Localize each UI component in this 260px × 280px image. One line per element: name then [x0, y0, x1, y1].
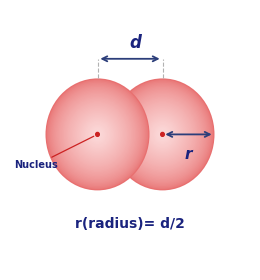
Circle shape — [126, 95, 199, 174]
Circle shape — [130, 99, 195, 169]
Circle shape — [150, 120, 176, 148]
Circle shape — [82, 118, 113, 151]
Circle shape — [96, 132, 99, 136]
Circle shape — [91, 127, 104, 141]
Circle shape — [88, 125, 107, 144]
Circle shape — [84, 120, 110, 148]
Circle shape — [152, 123, 173, 146]
Circle shape — [61, 95, 134, 174]
Circle shape — [140, 111, 185, 158]
Circle shape — [86, 122, 109, 147]
Circle shape — [81, 116, 114, 153]
Circle shape — [112, 80, 213, 189]
Circle shape — [60, 94, 135, 175]
Circle shape — [90, 126, 105, 143]
Circle shape — [53, 87, 142, 182]
Circle shape — [125, 94, 200, 175]
Circle shape — [138, 108, 187, 161]
Circle shape — [58, 92, 136, 176]
Circle shape — [148, 119, 177, 150]
Circle shape — [57, 91, 138, 178]
Circle shape — [62, 97, 133, 172]
Circle shape — [127, 97, 198, 172]
Circle shape — [155, 126, 170, 143]
Circle shape — [77, 112, 118, 157]
FancyArrowPatch shape — [167, 132, 210, 137]
Circle shape — [156, 127, 169, 141]
Circle shape — [83, 119, 112, 150]
Circle shape — [117, 85, 208, 183]
Circle shape — [161, 132, 164, 136]
Circle shape — [131, 101, 194, 168]
Circle shape — [151, 122, 174, 147]
Circle shape — [161, 133, 164, 136]
Circle shape — [120, 88, 205, 181]
Circle shape — [116, 84, 209, 185]
Circle shape — [69, 104, 126, 165]
Circle shape — [75, 111, 120, 158]
Circle shape — [96, 133, 99, 136]
Circle shape — [74, 109, 121, 160]
Circle shape — [51, 84, 144, 185]
Circle shape — [47, 80, 148, 189]
Circle shape — [52, 85, 143, 183]
Circle shape — [72, 106, 123, 162]
Circle shape — [147, 118, 178, 151]
Circle shape — [78, 113, 117, 155]
Circle shape — [114, 83, 211, 186]
Circle shape — [122, 91, 203, 178]
Circle shape — [146, 116, 179, 153]
Circle shape — [121, 90, 204, 179]
Circle shape — [55, 88, 140, 181]
Circle shape — [73, 108, 122, 161]
Circle shape — [118, 87, 207, 182]
Text: d: d — [129, 34, 141, 52]
Circle shape — [134, 104, 191, 165]
FancyArrowPatch shape — [102, 56, 158, 61]
Circle shape — [142, 112, 183, 157]
Circle shape — [79, 115, 116, 154]
Circle shape — [110, 78, 214, 190]
Circle shape — [65, 99, 130, 169]
Circle shape — [144, 115, 181, 154]
Circle shape — [124, 92, 202, 176]
Circle shape — [92, 129, 103, 140]
Circle shape — [129, 98, 196, 171]
Circle shape — [136, 106, 188, 162]
Circle shape — [139, 109, 186, 160]
Text: r(radius)= d/2: r(radius)= d/2 — [75, 217, 185, 231]
Circle shape — [157, 129, 168, 140]
Text: Nucleus: Nucleus — [14, 136, 94, 170]
Text: r: r — [185, 147, 192, 162]
Circle shape — [94, 130, 101, 139]
Circle shape — [133, 102, 192, 167]
Circle shape — [66, 101, 129, 168]
Circle shape — [95, 132, 100, 137]
Circle shape — [153, 125, 172, 144]
Circle shape — [159, 130, 166, 139]
Circle shape — [70, 105, 125, 164]
Circle shape — [135, 105, 190, 164]
Circle shape — [113, 81, 212, 188]
Circle shape — [160, 132, 165, 137]
Circle shape — [64, 98, 131, 171]
Circle shape — [48, 81, 147, 188]
Circle shape — [56, 90, 139, 179]
Circle shape — [46, 78, 150, 190]
Circle shape — [143, 113, 182, 155]
Circle shape — [49, 83, 146, 186]
Circle shape — [87, 123, 108, 146]
Circle shape — [68, 102, 127, 167]
